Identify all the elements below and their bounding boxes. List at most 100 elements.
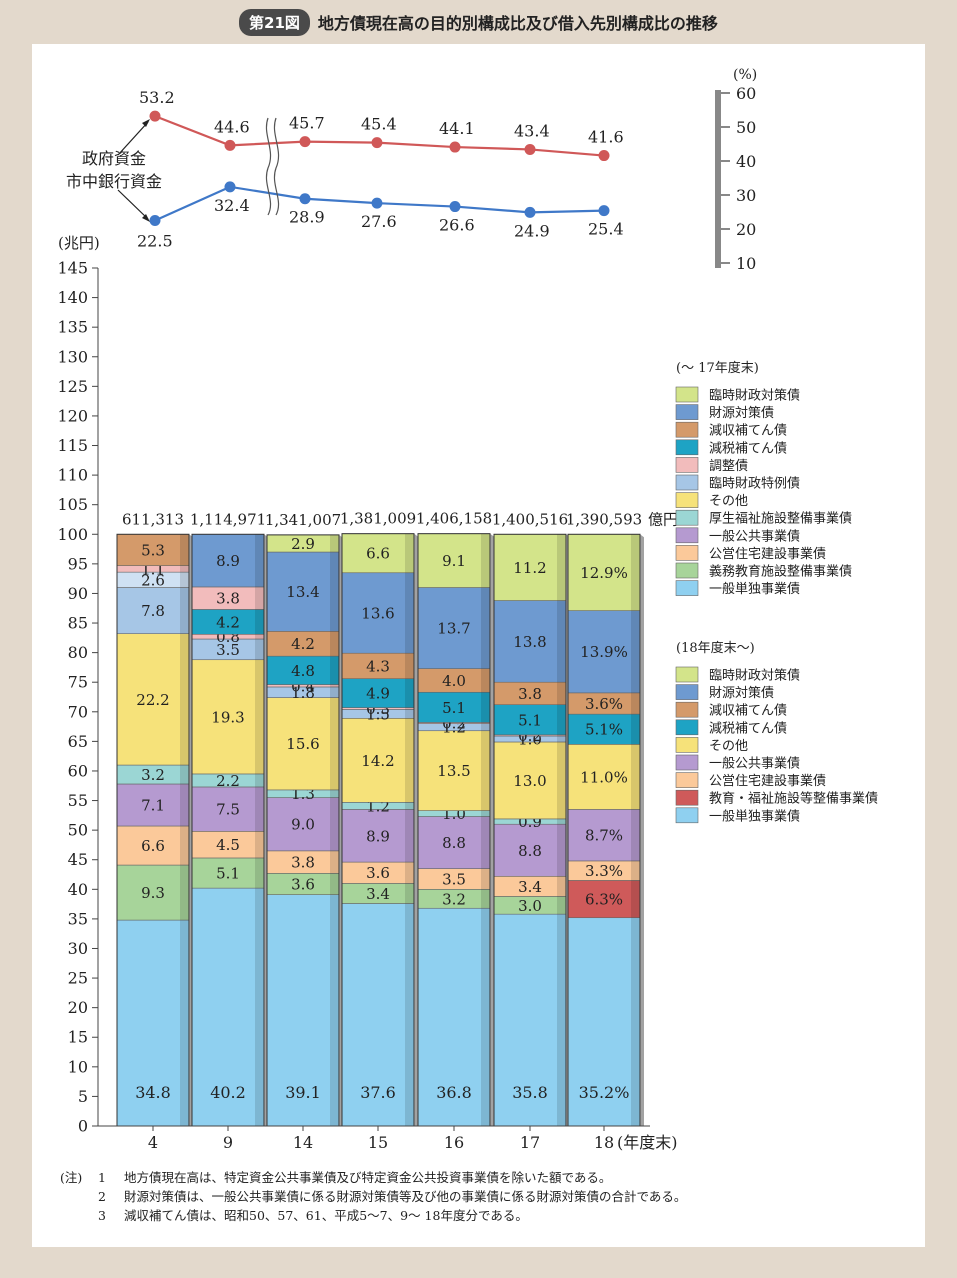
bar-y-tick-label: 125: [57, 377, 88, 396]
bar-segment-shade: [405, 862, 414, 884]
line-point-label: 45.4: [361, 115, 397, 134]
legend-item-label: 臨時財政対策債: [709, 388, 800, 404]
bar-segment-shade: [180, 783, 189, 826]
arrow-gov: [117, 121, 149, 156]
bar-side-shade: [640, 534, 644, 1126]
bar-segment: 3.2: [116, 764, 190, 785]
bar-segment-label: 11.0%: [580, 768, 628, 786]
line-y-tick-label: 30: [736, 186, 756, 205]
bar-segment-shade: [557, 534, 566, 601]
bar-segment-label: 3.4: [366, 885, 390, 903]
bar-segment: 3.0: [493, 896, 567, 915]
bar-segment-shade: [631, 860, 640, 881]
bar-segment-label: 5.3: [141, 541, 165, 559]
line-y-unit: (%): [733, 67, 757, 83]
line-point-label: 25.4: [588, 220, 624, 239]
bar-x-tick-label: 17: [520, 1133, 540, 1152]
bar-segment-shade: [557, 704, 566, 735]
line-point-label: 44.6: [214, 117, 250, 136]
bar-total-label: 1,400,516: [492, 510, 568, 528]
bar-total-label: 1,406,158: [416, 510, 492, 528]
bar-segment-shade: [481, 668, 490, 693]
bar-segment: 6.6: [116, 825, 190, 866]
bar-segment-label: 36.8: [436, 1083, 472, 1102]
bar-segment-shade: [481, 868, 490, 890]
bar-segment-label: 3.8: [216, 590, 240, 608]
arrow-bank-head: [142, 214, 150, 222]
bar-segment-shade: [481, 730, 490, 811]
bar-segment-label: 13.7: [437, 620, 470, 638]
legend-item-label: その他: [709, 494, 748, 509]
legend-swatch: [675, 562, 699, 579]
legend-item-label: 減収補てん債: [709, 423, 787, 439]
line-point-label: 32.4: [214, 196, 250, 215]
bar-segment-label: 3.2: [141, 766, 165, 784]
bar-segment-fill: [567, 880, 641, 919]
bar-side-shade: [490, 533, 494, 1126]
line-point-label: 27.6: [361, 212, 397, 231]
figure-header: 第21図 地方債現在高の目的別構成比及び借入先別構成比の推移: [0, 0, 957, 44]
bar-segment-label: 3.8: [518, 685, 542, 703]
bar-segment-label: 7.8: [141, 602, 165, 620]
bar-segment-label: 3.5: [442, 870, 466, 888]
bar-segment: 8.9: [341, 809, 415, 863]
bar-segment-shade: [255, 534, 264, 587]
bar-segment: 4.9: [341, 678, 415, 708]
bar-y-tick-label: 60: [68, 761, 88, 780]
bar-segment-label: 4.3: [366, 657, 390, 675]
legend-item-label: その他: [709, 739, 748, 754]
bar-segment-label: 4.0: [442, 672, 466, 690]
bar-segment-shade: [631, 917, 640, 1126]
bar-y-tick-label: 115: [57, 436, 88, 455]
bar-segment-label: 2.6: [141, 571, 165, 589]
bar-segment: 3.8: [266, 850, 340, 874]
legend-group2: 臨時財政対策債財源対策債減収補てん債減税補てん債その他一般公共事業債公営住宅建設…: [675, 666, 878, 824]
legend-swatch: [675, 421, 699, 438]
bar-segment: 5.1: [191, 857, 265, 889]
bar-segment: 4.3: [341, 652, 415, 679]
bar-segment: 5.1%: [567, 713, 641, 745]
bar-segment-fill: [266, 655, 340, 685]
legend-swatch: [675, 772, 699, 788]
bar-segment: 3.2: [417, 889, 491, 909]
bar-segment: 12.9%: [567, 533, 641, 611]
line-y-tick-label: 20: [736, 220, 756, 239]
bar-segment-label: 3.3%: [585, 862, 623, 880]
bar-segment-shade: [405, 718, 414, 803]
bar-segment: 37.6: [341, 903, 415, 1127]
legend-swatch: [675, 807, 699, 824]
bar-segment: 3.5: [417, 868, 491, 890]
note-key: [60, 1187, 98, 1206]
bar-segment-label: 8.9: [366, 827, 390, 845]
bar-segment: 6.6: [341, 533, 415, 574]
bar-segment-label: 3.5: [216, 641, 240, 659]
bar-segment-label: 5.1: [518, 711, 542, 729]
line-point: [224, 181, 236, 193]
bar-x-tick-label: 14: [293, 1133, 313, 1152]
bar-segment: 7.8: [116, 587, 190, 634]
bar-segment-fill: [341, 718, 415, 803]
legend-item-label: 減税補てん債: [709, 720, 787, 736]
bar-x-tick-label: 4: [148, 1133, 158, 1152]
bar-y-tick-label: 85: [68, 614, 88, 633]
bar-y-tick-label: 120: [57, 406, 88, 425]
note-row: 2 財源対策債は、一般公共事業債に係る財源対策債等及び他の事業債に係る財源対策債…: [60, 1187, 686, 1206]
bar-total-label: 611,313: [122, 510, 184, 528]
bar-segment: 13.9%: [567, 610, 641, 694]
line-y-ticks: 60 50 40 30 20 10: [718, 84, 756, 273]
legend-swatch: [675, 580, 699, 596]
bar-total-label: 1,341,007: [265, 511, 341, 529]
legend-swatch: [675, 737, 699, 753]
bar-y-tick-label: 95: [68, 554, 88, 573]
bar-segment-shade: [255, 857, 264, 889]
bar-segment-label: 12.9%: [580, 564, 628, 582]
bar-segment-shade: [330, 894, 339, 1126]
line-point-label: 26.6: [439, 216, 475, 235]
bar-y-tick-label: 10: [68, 1057, 88, 1076]
line-point-label: 43.4: [514, 121, 550, 140]
bar-segment: 3.4: [341, 883, 415, 904]
bar-segment: 35.2%: [567, 917, 641, 1127]
bar-segment: 7.1: [116, 783, 190, 827]
bar-segment-shade: [631, 692, 640, 715]
bar-segment-fill: [191, 533, 265, 588]
